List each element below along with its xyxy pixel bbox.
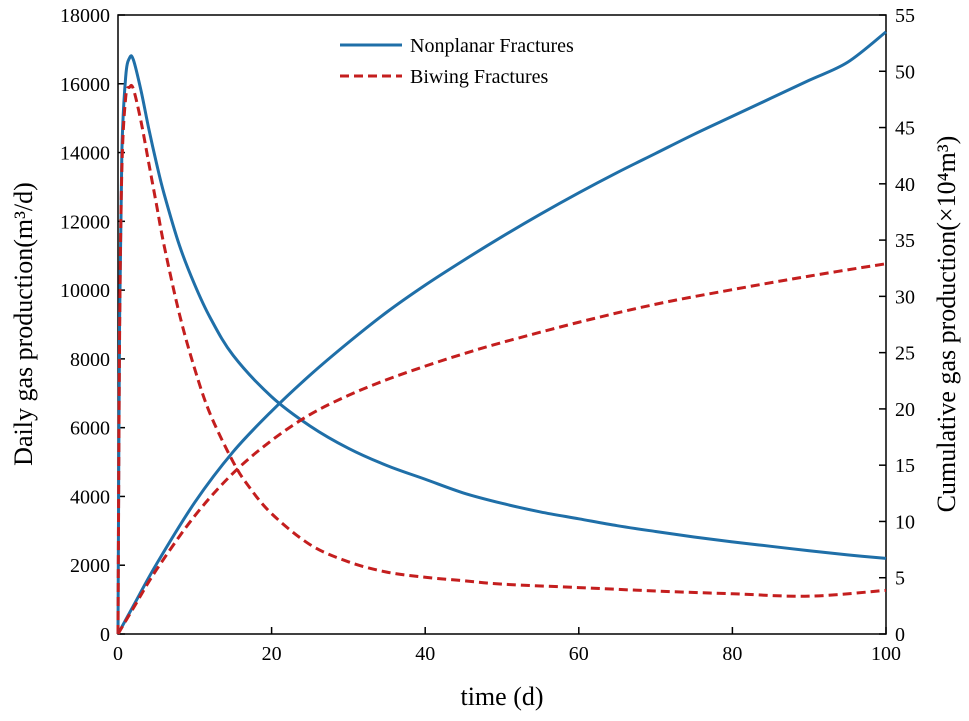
y-left-tick-label: 4000 — [70, 486, 110, 508]
y-right-tick-label: 40 — [895, 174, 915, 196]
series-line-1 — [116, 83, 887, 635]
y-right-tick-label: 20 — [895, 399, 915, 421]
y-left-tick-label: 0 — [100, 624, 110, 646]
x-tick-label: 60 — [569, 643, 589, 665]
x-tick-label: 20 — [262, 643, 282, 665]
y-right-tick-label: 50 — [895, 61, 915, 83]
x-axis-ticks: 0 20 40 60 80 100 — [113, 627, 901, 665]
y-right-tick-label: 30 — [895, 286, 915, 308]
series-line-3 — [116, 262, 887, 635]
x-tick-label: 40 — [415, 643, 435, 665]
y-left-tick-label: 14000 — [60, 143, 110, 165]
y-right-tick-label: 0 — [895, 624, 905, 646]
y-right-tick-label: 45 — [895, 118, 915, 140]
series-line-0 — [116, 54, 887, 635]
y-left-axis-title: Daily gas production(m³/d) — [9, 182, 38, 466]
x-tick-label: 100 — [871, 643, 901, 665]
y-right-tick-label: 25 — [895, 343, 915, 365]
x-tick-label: 0 — [113, 643, 123, 665]
y-left-tick-label: 2000 — [70, 555, 110, 577]
legend-label-nonplanar: Nonplanar Fractures — [410, 35, 574, 57]
x-tick-label: 80 — [722, 643, 742, 665]
y-right-tick-label: 15 — [895, 455, 915, 477]
y-left-tick-label: 12000 — [60, 211, 110, 233]
y-right-axis-title: Cumulative gas production(×10⁴m³) — [932, 136, 961, 513]
y-left-tick-label: 10000 — [60, 280, 110, 302]
series-layer — [116, 30, 887, 635]
y-left-axis-ticks: 0 2000 4000 6000 8000 10000 12000 14000 16000 180… — [60, 5, 125, 646]
x-axis-title: time (d) — [460, 682, 543, 711]
y-right-tick-label: 55 — [895, 5, 915, 27]
y-right-axis-ticks: 0 5 10 15 20 25 30 35 40 45 50 55 — [879, 5, 915, 646]
y-left-tick-label: 16000 — [60, 74, 110, 96]
y-left-tick-label: 18000 — [60, 5, 110, 27]
legend: Nonplanar Fractures Biwing Fractures — [340, 35, 574, 88]
series-line-2 — [116, 30, 887, 635]
y-left-tick-label: 6000 — [70, 418, 110, 440]
y-right-tick-label: 5 — [895, 568, 905, 590]
y-left-tick-label: 8000 — [70, 349, 110, 371]
plot-frame — [117, 14, 887, 635]
legend-label-biwing: Biwing Fractures — [410, 66, 549, 88]
y-right-tick-label: 10 — [895, 511, 915, 533]
y-right-tick-label: 35 — [895, 230, 915, 252]
